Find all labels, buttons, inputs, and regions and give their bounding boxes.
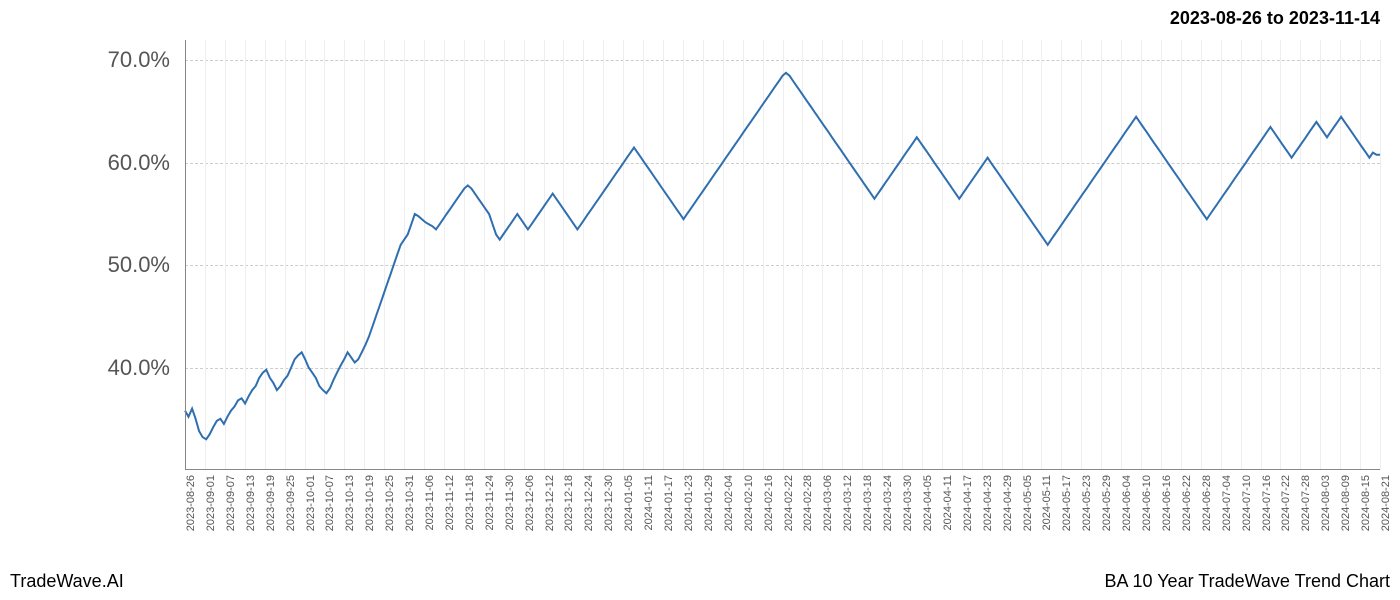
x-tick-label: 2024-04-23	[982, 475, 994, 531]
x-tick-label: 2024-07-10	[1241, 475, 1253, 531]
x-tick-label: 2024-01-17	[663, 475, 675, 531]
x-tick-label: 2024-06-28	[1201, 475, 1213, 531]
x-tick-label: 2023-12-30	[603, 475, 615, 531]
x-tick-label: 2024-01-05	[623, 475, 635, 531]
x-tick-label: 2024-05-29	[1101, 475, 1113, 531]
x-tick-label: 2024-04-17	[962, 475, 974, 531]
grid-line-v	[1380, 40, 1381, 470]
date-range-label: 2023-08-26 to 2023-11-14	[1170, 8, 1380, 29]
trend-line	[185, 73, 1380, 440]
x-tick-label: 2024-08-15	[1360, 475, 1372, 531]
x-tick-label: 2024-03-12	[842, 475, 854, 531]
x-tick-label: 2023-10-31	[404, 475, 416, 531]
x-tick-label: 2024-02-22	[783, 475, 795, 531]
chart-container: 40.0% 50.0% 60.0% 70.0% 2023-08-26 2023-09-0…	[0, 40, 1400, 560]
x-tick-label: 2024-01-11	[643, 475, 655, 530]
x-tick-label: 2024-02-16	[763, 475, 775, 531]
x-tick-label: 2023-12-06	[524, 475, 536, 531]
x-tick-label: 2023-10-01	[305, 475, 317, 531]
footer-brand: TradeWave.AI	[10, 571, 124, 592]
x-tick-label: 2024-06-16	[1161, 475, 1173, 531]
line-chart-svg	[185, 40, 1380, 470]
x-tick-label: 2024-08-03	[1320, 475, 1332, 531]
x-axis: 2023-08-26 2023-09-01 2023-09-07 2023-09-13…	[185, 470, 1380, 560]
x-tick-label: 2024-01-29	[703, 475, 715, 531]
x-tick-label: 2024-07-16	[1261, 475, 1273, 531]
x-tick-label: 2024-06-04	[1121, 475, 1133, 531]
x-tick-label: 2023-11-24	[484, 475, 496, 530]
x-tick-label: 2024-02-04	[723, 475, 735, 531]
x-tick-label: 2023-12-24	[583, 475, 595, 531]
y-axis-line	[185, 40, 186, 470]
plot-area	[185, 40, 1380, 470]
x-tick-label: 2023-09-13	[245, 475, 257, 531]
x-tick-label: 2023-10-25	[384, 475, 396, 531]
y-tick-label: 70.0%	[108, 47, 170, 73]
x-tick-label: 2024-07-22	[1280, 475, 1292, 531]
footer-title: BA 10 Year TradeWave Trend Chart	[1104, 571, 1390, 592]
x-tick-label: 2024-03-24	[882, 475, 894, 531]
x-tick-label: 2024-04-05	[922, 475, 934, 531]
x-tick-label: 2024-05-17	[1061, 475, 1073, 531]
y-axis: 40.0% 50.0% 60.0% 70.0%	[0, 40, 180, 470]
x-tick-label: 2024-05-05	[1022, 475, 1034, 531]
x-tick-label: 2023-10-07	[324, 475, 336, 531]
x-tick-label: 2024-08-09	[1340, 475, 1352, 531]
x-tick-label: 2024-07-28	[1300, 475, 1312, 531]
x-tick-label: 2023-08-26	[185, 475, 197, 531]
x-tick-label: 2024-07-04	[1221, 475, 1233, 531]
x-tick-label: 2024-08-21	[1380, 475, 1392, 531]
x-tick-label: 2023-12-18	[563, 475, 575, 531]
x-tick-label: 2023-09-07	[225, 475, 237, 531]
x-tick-label: 2023-09-01	[205, 475, 217, 531]
x-tick-label: 2023-09-25	[285, 475, 297, 531]
x-tick-label: 2024-03-30	[902, 475, 914, 531]
x-tick-label: 2024-05-11	[1041, 475, 1053, 530]
x-tick-label: 2024-03-06	[822, 475, 834, 531]
x-tick-label: 2024-06-22	[1181, 475, 1193, 531]
x-tick-label: 2024-01-23	[683, 475, 695, 531]
x-tick-label: 2024-03-18	[862, 475, 874, 531]
x-tick-label: 2023-10-13	[344, 475, 356, 531]
y-tick-label: 60.0%	[108, 150, 170, 176]
x-tick-label: 2023-11-18	[464, 475, 476, 530]
y-tick-label: 40.0%	[108, 355, 170, 381]
x-tick-label: 2024-02-10	[743, 475, 755, 531]
x-tick-label: 2024-06-10	[1141, 475, 1153, 531]
x-tick-label: 2023-12-12	[544, 475, 556, 531]
x-tick-label: 2023-10-19	[364, 475, 376, 531]
x-tick-label: 2023-11-06	[424, 475, 436, 530]
y-tick-label: 50.0%	[108, 252, 170, 278]
x-tick-label: 2024-02-28	[802, 475, 814, 531]
x-tick-label: 2024-05-23	[1081, 475, 1093, 531]
x-tick-label: 2023-11-12	[444, 475, 456, 530]
x-tick-label: 2024-04-11	[942, 475, 954, 530]
x-tick-label: 2024-04-29	[1002, 475, 1014, 531]
x-tick-label: 2023-09-19	[265, 475, 277, 531]
x-tick-label: 2023-11-30	[504, 475, 516, 530]
